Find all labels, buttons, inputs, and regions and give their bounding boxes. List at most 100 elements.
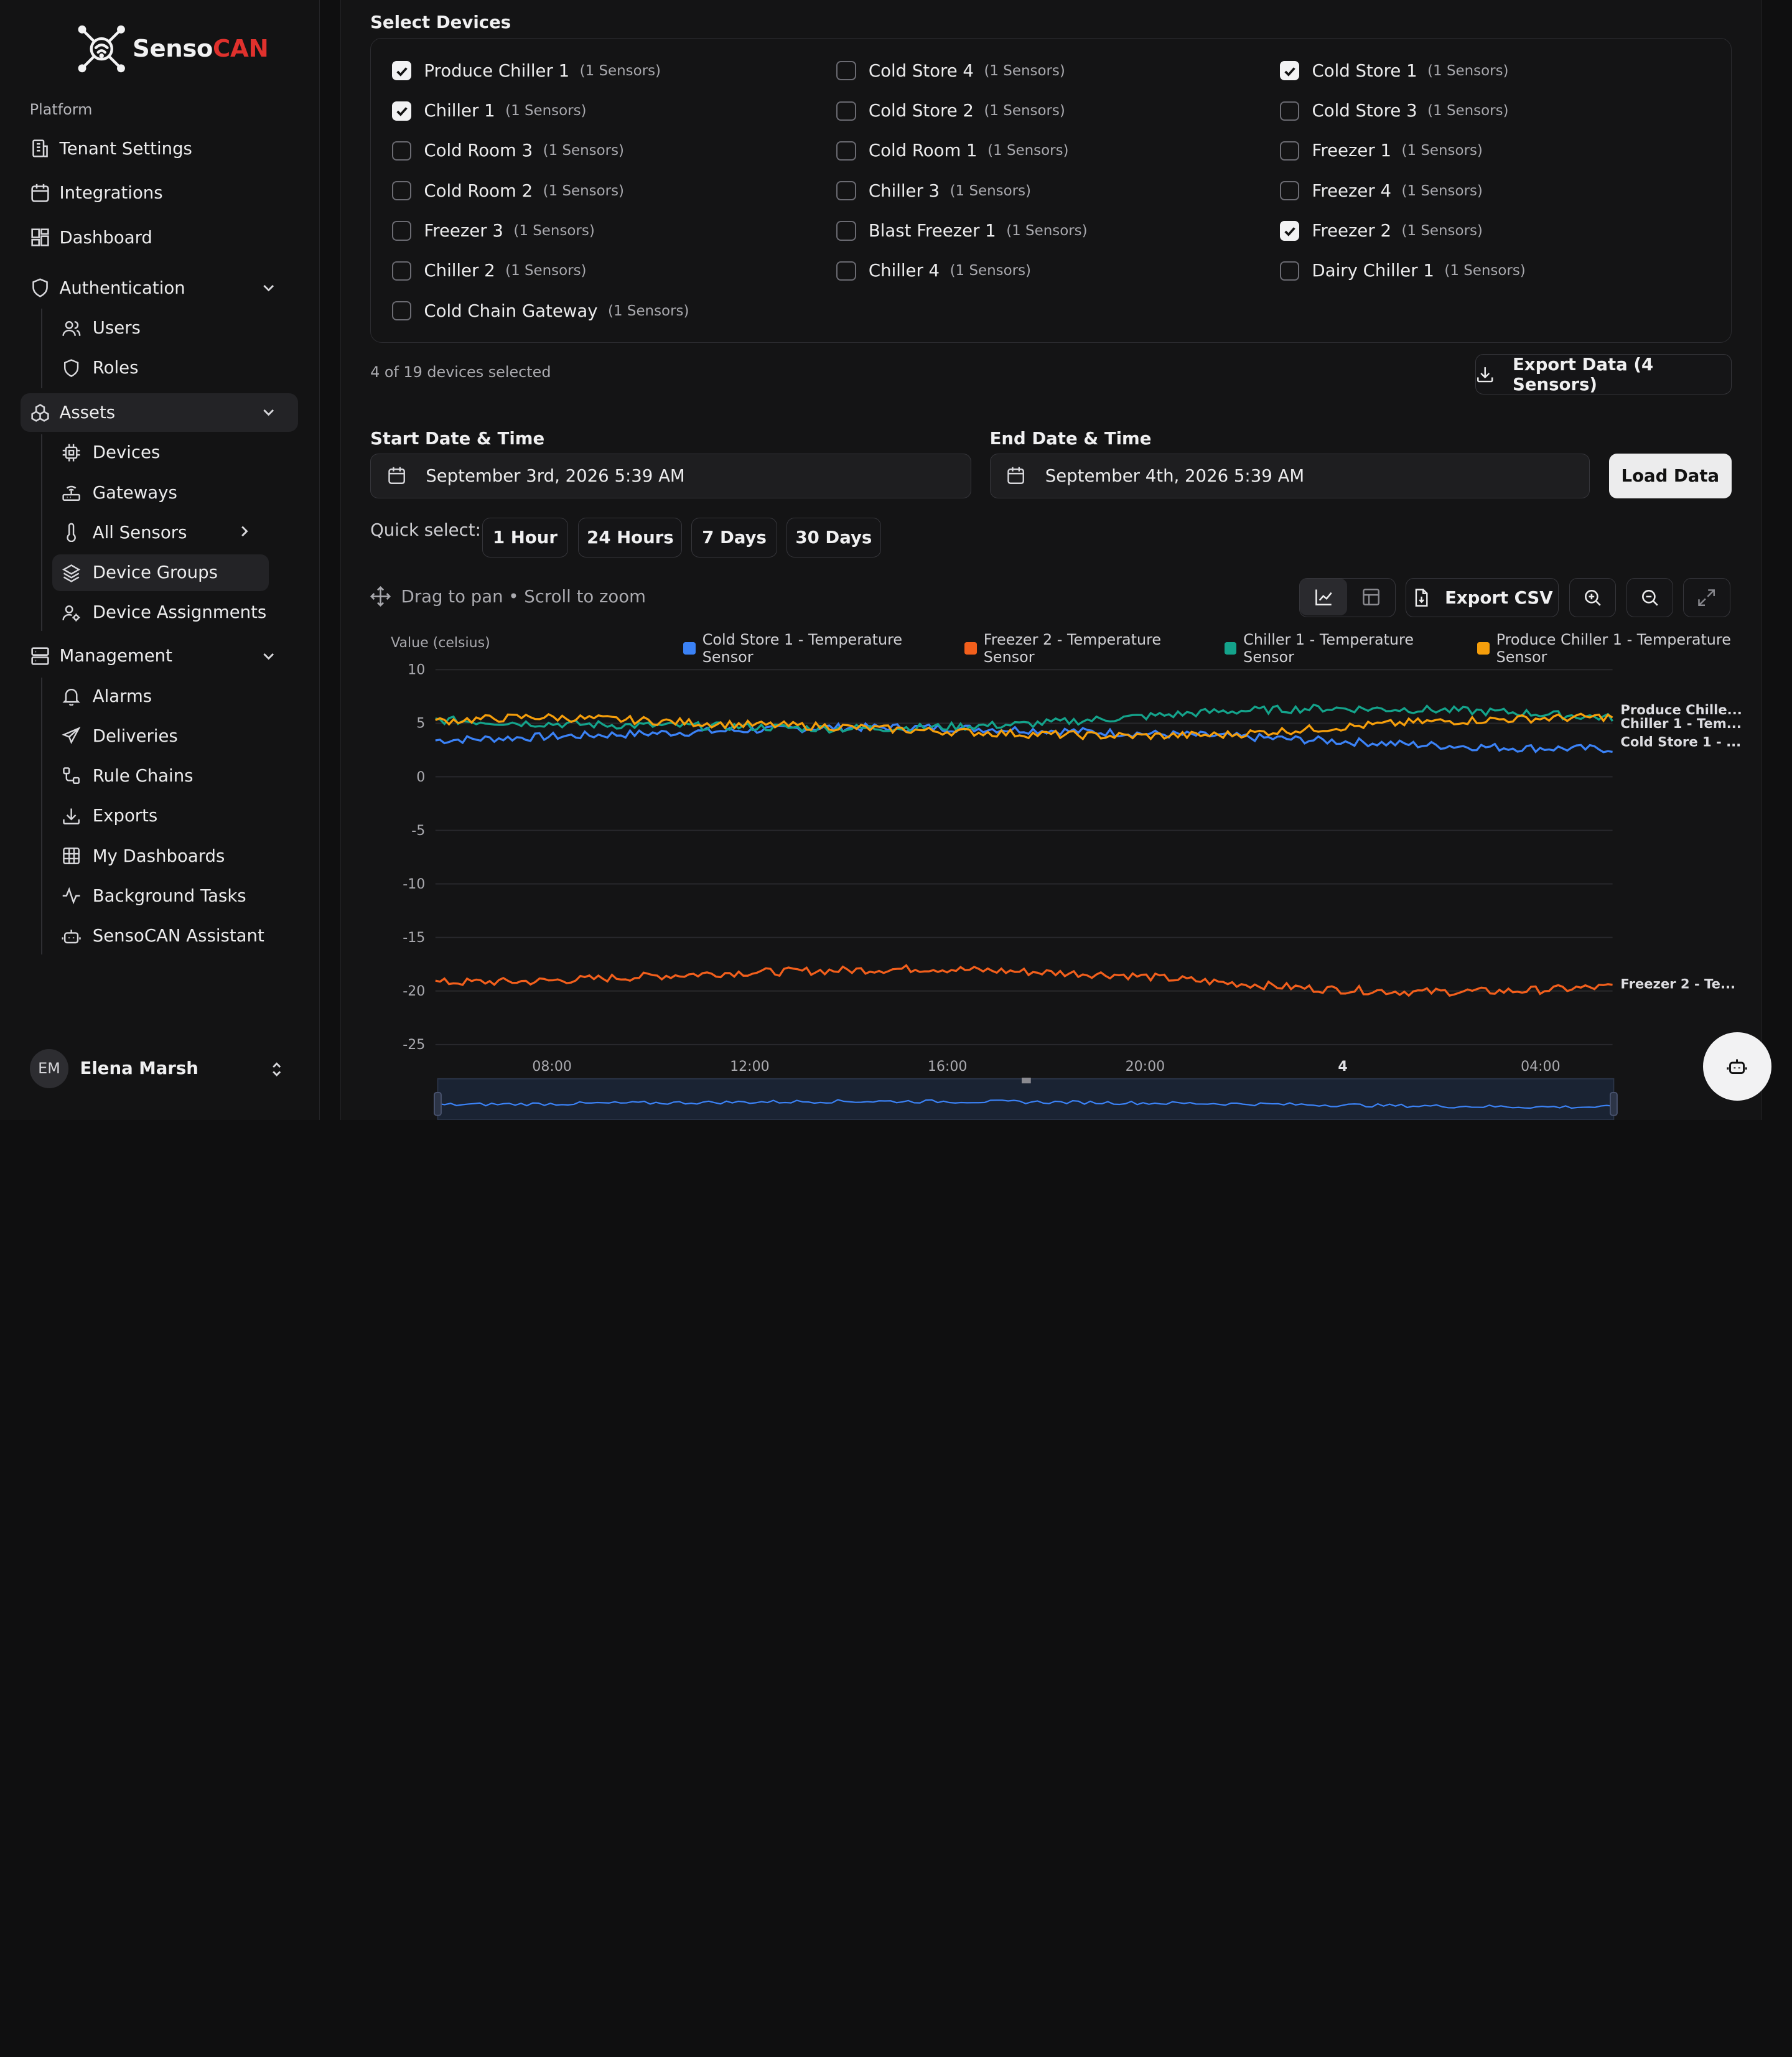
device-checkbox[interactable]: Chiller 3 (1 Sensors) bbox=[836, 179, 1031, 202]
sidebar-item-management[interactable]: Management bbox=[21, 637, 298, 675]
sidebar-item-rule-chains[interactable]: Rule Chains bbox=[52, 758, 268, 795]
quick-7-days-button[interactable]: 7 Days bbox=[691, 518, 777, 558]
zoom-in-button[interactable] bbox=[1569, 578, 1617, 617]
device-checkbox[interactable]: Cold Room 1 (1 Sensors) bbox=[836, 139, 1068, 162]
device-checkbox[interactable]: Chiller 4 (1 Sensors) bbox=[836, 259, 1031, 282]
checkbox-unchecked[interactable] bbox=[391, 301, 412, 321]
sidebar-item-assets[interactable]: Assets bbox=[21, 393, 299, 432]
chevron-down-icon bbox=[263, 409, 274, 416]
device-sensor-count: (1 Sensors) bbox=[950, 182, 1031, 199]
device-checkbox[interactable]: Produce Chiller 1 (1 Sensors) bbox=[391, 60, 661, 83]
end-date-picker[interactable]: September 4th, 2026 5:39 AM bbox=[989, 454, 1590, 498]
sidebar-item-background-tasks[interactable]: Background Tasks bbox=[52, 878, 268, 915]
device-checkbox[interactable]: Cold Room 3 (1 Sensors) bbox=[391, 139, 624, 162]
legend-swatch bbox=[683, 641, 696, 655]
sidebar-item-exports[interactable]: Exports bbox=[52, 798, 268, 834]
sidebar-item-dashboard[interactable]: Dashboard bbox=[21, 218, 298, 257]
checkbox-unchecked[interactable] bbox=[1280, 181, 1300, 201]
checkbox-unchecked[interactable] bbox=[836, 181, 856, 201]
checkbox-unchecked[interactable] bbox=[1280, 101, 1300, 121]
checkbox-unchecked[interactable] bbox=[391, 221, 412, 241]
device-checkbox[interactable]: Cold Store 1 (1 Sensors) bbox=[1280, 60, 1508, 83]
device-checkbox[interactable]: Freezer 3 (1 Sensors) bbox=[391, 220, 595, 243]
legend-swatch bbox=[1477, 641, 1490, 655]
sidebar-item-alarms[interactable]: Alarms bbox=[52, 678, 268, 714]
legend-swatch bbox=[964, 641, 977, 655]
checkbox-unchecked[interactable] bbox=[1280, 141, 1300, 161]
checkbox-unchecked[interactable] bbox=[1280, 261, 1300, 281]
sidebar-item-assistant[interactable]: SensoCAN Assistant bbox=[52, 918, 268, 954]
sidebar-item-device-assignments[interactable]: Device Assignments bbox=[52, 594, 268, 631]
start-date-picker[interactable]: September 3rd, 2026 5:39 AM bbox=[370, 454, 972, 498]
checkbox-unchecked[interactable] bbox=[836, 101, 856, 121]
chevrons-up-down-icon[interactable] bbox=[268, 1060, 286, 1078]
sidebar-item-all-sensors[interactable]: All Sensors bbox=[52, 515, 268, 551]
device-checkbox[interactable]: Cold Store 3 (1 Sensors) bbox=[1280, 100, 1508, 123]
checkbox-unchecked[interactable] bbox=[836, 221, 856, 241]
checkbox-checked[interactable] bbox=[1280, 61, 1300, 81]
device-checkbox[interactable]: Cold Chain Gateway (1 Sensors) bbox=[391, 299, 689, 322]
checkbox-checked[interactable] bbox=[1280, 221, 1300, 241]
shield-icon bbox=[64, 359, 79, 377]
sidebar-item-roles[interactable]: Roles bbox=[52, 350, 268, 386]
checkbox-unchecked[interactable] bbox=[836, 141, 856, 161]
sidebar-item-tenant-settings[interactable]: Tenant Settings bbox=[21, 129, 298, 168]
sidebar-item-my-dashboards[interactable]: My Dashboards bbox=[52, 837, 268, 874]
legend-item[interactable]: Chiller 1 - Temperature Sensor bbox=[1224, 630, 1460, 666]
checkbox-unchecked[interactable] bbox=[836, 261, 856, 281]
legend-item[interactable]: Cold Store 1 - Temperature Sensor bbox=[683, 631, 947, 666]
calendar-icon bbox=[1007, 467, 1025, 485]
sidebar-item-authentication[interactable]: Authentication bbox=[21, 269, 298, 307]
assistant-fab[interactable] bbox=[1702, 1032, 1771, 1101]
sidebar-item-integrations[interactable]: Integrations bbox=[21, 174, 298, 212]
sidebar-item-gateways[interactable]: Gateways bbox=[52, 474, 268, 511]
device-checkbox[interactable]: Blast Freezer 1 (1 Sensors) bbox=[836, 220, 1088, 243]
device-sensor-count: (1 Sensors) bbox=[984, 103, 1065, 119]
checkbox-unchecked[interactable] bbox=[391, 181, 412, 201]
line-chart-icon bbox=[1315, 589, 1332, 606]
device-checkbox[interactable]: Cold Store 2 (1 Sensors) bbox=[836, 100, 1065, 123]
export-csv-button[interactable]: Export CSV bbox=[1406, 578, 1559, 617]
device-checkbox[interactable]: Freezer 2 (1 Sensors) bbox=[1280, 220, 1483, 243]
device-sensor-count: (1 Sensors) bbox=[513, 223, 595, 239]
device-checkbox[interactable]: Chiller 1 (1 Sensors) bbox=[391, 100, 587, 123]
load-data-button[interactable]: Load Data bbox=[1609, 454, 1732, 498]
fullscreen-button[interactable] bbox=[1683, 578, 1730, 617]
device-checkbox[interactable]: Freezer 4 (1 Sensors) bbox=[1280, 179, 1483, 202]
checkbox-unchecked[interactable] bbox=[836, 61, 856, 81]
device-checkbox[interactable]: Cold Room 2 (1 Sensors) bbox=[391, 179, 624, 202]
checkbox-checked[interactable] bbox=[391, 101, 412, 121]
device-checkbox[interactable]: Chiller 2 (1 Sensors) bbox=[391, 259, 587, 282]
user-menu[interactable]: EM Elena Marsh bbox=[29, 1049, 198, 1088]
checkbox-unchecked[interactable] bbox=[391, 141, 412, 161]
pan-zoom-hint: Drag to pan • Scroll to zoom bbox=[370, 586, 646, 607]
legend-label: Cold Store 1 - Temperature Sensor bbox=[702, 630, 903, 666]
device-checkbox[interactable]: Dairy Chiller 1 (1 Sensors) bbox=[1280, 259, 1526, 282]
legend-label: Chiller 1 - Temperature Sensor bbox=[1243, 630, 1414, 666]
table-view-button[interactable] bbox=[1347, 579, 1394, 615]
legend-item[interactable]: Produce Chiller 1 - Temperature Sensor bbox=[1477, 631, 1775, 666]
zoom-out-icon bbox=[1641, 590, 1658, 606]
checkbox-unchecked[interactable] bbox=[391, 261, 412, 281]
device-checkbox[interactable]: Cold Store 4 (1 Sensors) bbox=[836, 60, 1065, 83]
device-sensor-count: (1 Sensors) bbox=[608, 302, 689, 319]
device-sensor-count: (1 Sensors) bbox=[543, 142, 624, 159]
quick-1-hour-button[interactable]: 1 Hour bbox=[482, 518, 568, 558]
check-icon bbox=[1284, 227, 1295, 236]
legend-item[interactable]: Freezer 2 - Temperature Sensor bbox=[964, 631, 1207, 666]
chart-view-button[interactable] bbox=[1300, 579, 1348, 616]
sidebar-item-users[interactable]: Users bbox=[52, 310, 268, 347]
checkbox-checked[interactable] bbox=[391, 61, 412, 81]
chip-icon bbox=[62, 444, 80, 462]
zoom-out-button[interactable] bbox=[1626, 578, 1673, 617]
device-name: Cold Chain Gateway bbox=[424, 301, 598, 321]
sidebar-item-device-groups[interactable]: Device Groups bbox=[52, 554, 269, 591]
app-root: SensoCAN Platform Tenant Settings Integr… bbox=[21, 0, 1775, 1120]
quick-24-hours-button[interactable]: 24 Hours bbox=[578, 518, 683, 558]
quick-30-days-button[interactable]: 30 Days bbox=[786, 518, 882, 558]
brand-logo[interactable]: SensoCAN bbox=[75, 25, 269, 73]
sidebar-item-devices[interactable]: Devices bbox=[52, 434, 268, 471]
device-checkbox[interactable]: Freezer 1 (1 Sensors) bbox=[1280, 139, 1483, 162]
sidebar-item-deliveries[interactable]: Deliveries bbox=[52, 717, 268, 754]
export-data-button[interactable]: Export Data (4 Sensors) bbox=[1475, 354, 1732, 394]
